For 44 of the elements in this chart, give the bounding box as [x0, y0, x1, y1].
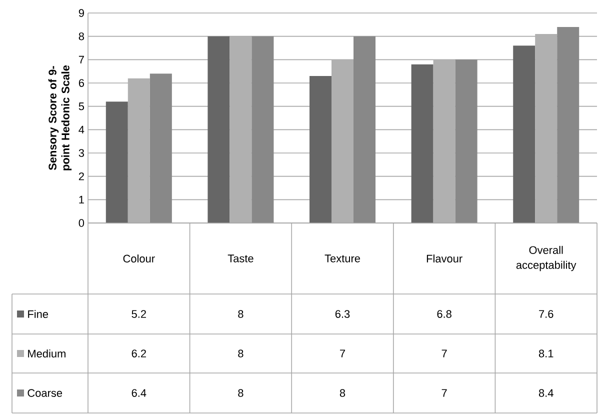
x-tick-label: Colour: [123, 254, 155, 263]
y-tick-label: 9: [78, 9, 84, 17]
legend-label: Medium: [28, 349, 66, 358]
data-label: 7: [442, 389, 447, 397]
y-tick-label: 7: [78, 56, 84, 64]
x-tick-label: Flavour: [426, 254, 462, 263]
y-axis-title: Sensory Score of 9-point Hedonic Scale: [48, 65, 72, 170]
y-tick-label: 8: [78, 32, 84, 40]
y-tick-label: 2: [78, 172, 84, 180]
bar: [150, 74, 172, 223]
data-label: 7: [442, 350, 447, 358]
data-label: 8.4: [538, 389, 554, 397]
data-label: 6.4: [132, 389, 146, 397]
bar: [455, 60, 478, 223]
x-tick-label: Overall acceptability: [516, 246, 576, 272]
bar: [513, 46, 536, 223]
y-tick-label: 4: [78, 126, 84, 134]
bar: [354, 36, 376, 223]
y-tick-label: 5: [78, 102, 84, 110]
y-tick-label: 1: [79, 196, 84, 204]
bar: [252, 36, 274, 223]
data-label: 5.2: [132, 310, 146, 318]
data-label: 8: [238, 350, 244, 358]
data-label: 7.6: [539, 310, 554, 318]
data-label: 8: [238, 310, 244, 318]
data-label: 6.8: [437, 310, 452, 318]
bar: [310, 76, 332, 223]
bar: [557, 26, 580, 223]
bar: [411, 64, 434, 223]
data-label: 6.3: [335, 310, 350, 318]
legend-label: Fine: [28, 310, 48, 318]
legend-label: Coarse: [28, 389, 62, 397]
y-tick-label: 6: [78, 79, 84, 87]
x-tick-label: Texture: [324, 254, 360, 262]
data-label: 7: [340, 350, 346, 358]
y-tick-label: 0: [78, 219, 84, 227]
x-tick-label: Taste: [228, 254, 254, 262]
data-label: 8: [238, 389, 244, 397]
bar: [208, 36, 230, 223]
y-tick-label: 3: [78, 149, 84, 157]
data-label: 8.1: [538, 350, 554, 358]
bar: [106, 102, 128, 223]
data-label: 8: [340, 389, 346, 397]
data-label: 6.2: [132, 350, 146, 358]
